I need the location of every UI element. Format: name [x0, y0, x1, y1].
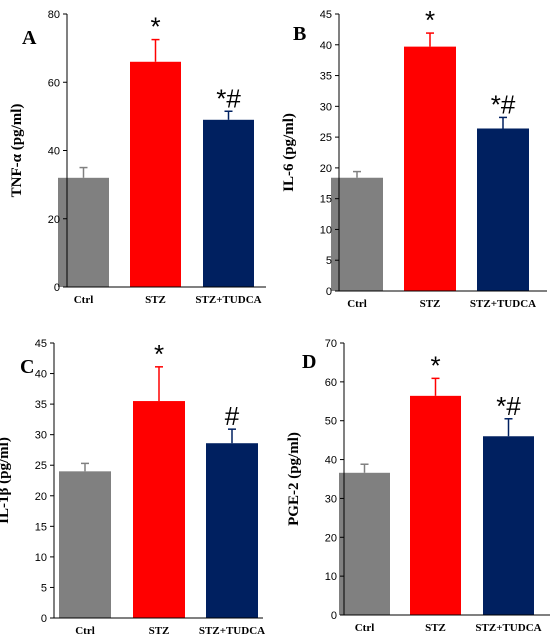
x-tick-label: STZ [145, 294, 166, 306]
chart-panel-c: Ctrl * STZ # STZ+TUDCA 0 5 10 15 20 25 30 35 40 45 IL-1… [0, 338, 265, 637]
y-tick-label: 40 [48, 146, 60, 158]
x-tick-label: STZ [149, 625, 170, 637]
x-tick-label: STZ [425, 622, 446, 634]
y-tick-label: 20 [35, 491, 47, 503]
x-tick-label: Ctrl [74, 294, 94, 306]
y-tick-label: 30 [320, 101, 332, 113]
y-tick-label: 40 [325, 455, 337, 467]
significance-annotation: * [425, 5, 435, 35]
y-tick-label: 5 [326, 255, 332, 267]
chart-panel-a: Ctrl * STZ *# STZ+TUDCA 0 20 40 60 80 TNF-α (pg/ml… [9, 9, 266, 306]
y-tick-label: 30 [325, 493, 337, 505]
y-tick-label: 50 [325, 416, 337, 428]
significance-annotation: * [430, 350, 440, 380]
y-tick-label: 10 [325, 571, 337, 583]
panel-letter: A [22, 27, 37, 49]
significance-annotation: *# [216, 83, 241, 113]
x-tick-label: Ctrl [75, 625, 95, 637]
bar-stz [130, 61, 181, 288]
y-tick-label: 40 [320, 40, 332, 52]
y-tick-label: 0 [41, 613, 47, 625]
y-tick-label: 20 [48, 214, 60, 226]
x-tick-label: STZ+TUDCA [199, 625, 265, 637]
x-tick-label: STZ+TUDCA [195, 294, 261, 306]
y-tick-label: 35 [35, 399, 47, 411]
y-tick-label: 25 [320, 132, 332, 144]
significance-annotation: # [225, 401, 240, 431]
bar-ctrl [331, 177, 383, 291]
chart-panel-b: Ctrl * STZ *# STZ+TUDCA 0 5 10 15 20 25 30 35 40 45 IL-… [281, 5, 547, 310]
y-tick-label: 25 [35, 460, 47, 472]
bar-stz-tudca [203, 119, 254, 287]
x-tick-label: STZ [420, 298, 441, 310]
y-tick-label: 35 [320, 71, 332, 83]
y-axis-label: IL-6 (pg/ml) [281, 113, 297, 192]
y-tick-label: 15 [320, 194, 332, 206]
bar-stz [133, 401, 185, 618]
panel-letter: B [293, 23, 306, 45]
panel-letter: D [302, 351, 316, 373]
bar-ctrl [339, 472, 390, 615]
y-tick-label: 0 [54, 282, 60, 294]
panel-letter: C [20, 356, 34, 378]
x-tick-label: STZ+TUDCA [470, 298, 536, 310]
bar-stz-tudca [477, 128, 529, 291]
x-tick-label: Ctrl [355, 622, 375, 634]
x-tick-label: STZ+TUDCA [475, 622, 541, 634]
y-tick-label: 70 [325, 338, 337, 350]
significance-annotation: * [150, 12, 160, 42]
significance-annotation: *# [491, 89, 516, 119]
bar-stz-tudca [483, 436, 534, 615]
significance-annotation: *# [496, 391, 521, 421]
bar-stz-tudca [206, 443, 258, 618]
chart-panel-d: Ctrl * STZ *# STZ+TUDCA 0 10 20 30 40 50 60 70 PGE-2 … [286, 338, 550, 634]
bar-ctrl [58, 177, 109, 287]
bar-ctrl [59, 471, 111, 618]
y-axis-label: PGE-2 (pg/ml) [286, 432, 302, 526]
y-tick-label: 60 [325, 377, 337, 389]
y-tick-label: 10 [320, 224, 332, 236]
y-tick-label: 5 [41, 582, 47, 594]
y-tick-label: 45 [35, 338, 47, 350]
y-tick-label: 0 [326, 286, 332, 298]
y-tick-label: 80 [48, 9, 60, 21]
y-tick-label: 0 [331, 610, 337, 622]
y-tick-label: 30 [35, 430, 47, 442]
y-tick-label: 20 [325, 532, 337, 544]
y-tick-label: 60 [48, 77, 60, 89]
y-tick-label: 10 [35, 552, 47, 564]
x-tick-label: Ctrl [347, 298, 367, 310]
y-tick-label: 45 [320, 9, 332, 21]
y-tick-label: 40 [35, 369, 47, 381]
y-axis-label: TNF-α (pg/ml) [9, 104, 25, 198]
significance-annotation: * [154, 339, 164, 369]
y-axis-label: IL-1β (pg/ml) [0, 437, 12, 524]
y-tick-label: 20 [320, 163, 332, 175]
bar-stz [404, 46, 456, 291]
bar-stz [410, 395, 461, 615]
y-tick-label: 15 [35, 521, 47, 533]
